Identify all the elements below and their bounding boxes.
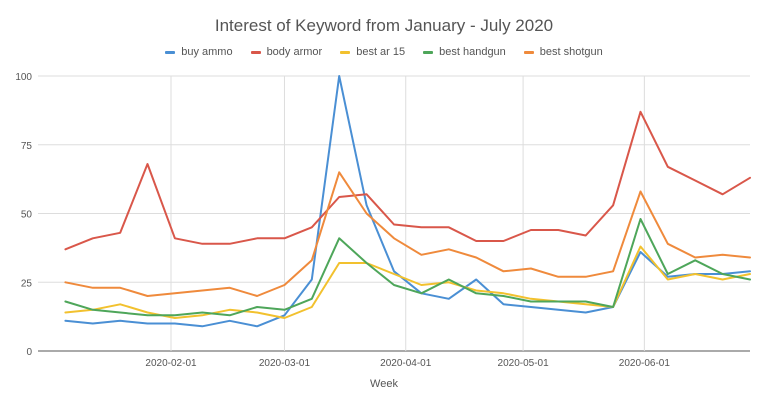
y-tick-label: 50 [21, 210, 33, 221]
legend-swatch [250, 50, 261, 54]
y-tick-label: 75 [21, 141, 33, 152]
legend-item: best ar 15 [340, 46, 405, 58]
series-line-best-handgun [64, 218, 751, 317]
legend-swatch [165, 50, 176, 54]
legend-label: best shotgun [539, 46, 603, 58]
legend-swatch [340, 50, 351, 54]
x-tick-label: 2020-03-01 [259, 358, 311, 369]
legend-item: best shotgun [523, 46, 603, 58]
legend-swatch [423, 50, 434, 54]
x-axis-title: Week [370, 378, 398, 390]
chart-title: Interest of Keyword from January - July … [214, 16, 554, 35]
series-line-buy-ammo [64, 75, 751, 328]
y-tick-label: 0 [26, 347, 32, 358]
legend-label: best ar 15 [356, 46, 406, 58]
legend-label: buy ammo [181, 46, 233, 58]
legend-item: body armor [250, 46, 323, 58]
x-tick-label: 2020-04-01 [380, 358, 432, 369]
legend-item: buy ammo [165, 46, 233, 58]
y-tick-label: 100 [15, 72, 32, 83]
x-tick-label: 2020-05-01 [498, 358, 550, 369]
legend-label: body armor [266, 46, 323, 58]
legend-item: best handgun [423, 46, 506, 58]
x-tick-label: 2020-06-01 [619, 358, 671, 369]
series-line-body-armor [64, 110, 751, 251]
x-tick-label: 2020-02-01 [145, 358, 197, 369]
legend-label: best handgun [439, 46, 506, 58]
legend: buy ammo body armor best ar 15 best handgun… [0, 46, 768, 58]
series-line-best-ar-15 [64, 245, 751, 319]
series-line-best-shotgun [64, 171, 751, 297]
legend-swatch [523, 50, 534, 54]
y-tick-label: 25 [21, 278, 33, 289]
